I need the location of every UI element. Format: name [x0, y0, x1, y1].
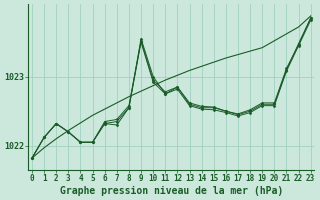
X-axis label: Graphe pression niveau de la mer (hPa): Graphe pression niveau de la mer (hPa) [60, 186, 283, 196]
